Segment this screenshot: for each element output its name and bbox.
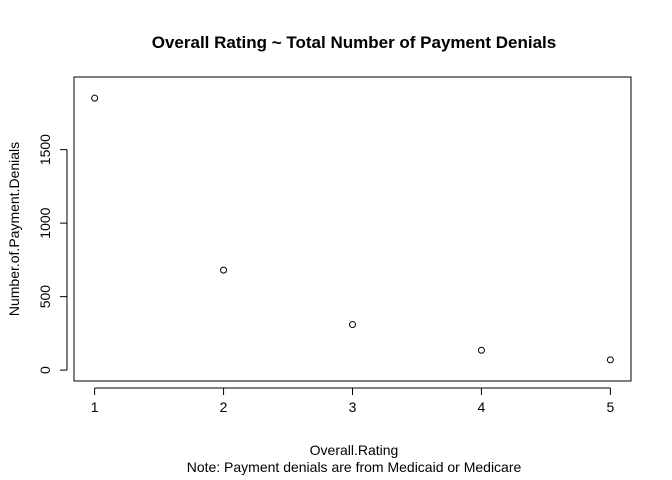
y-tick-label: 1000 xyxy=(37,207,53,238)
y-axis: 0 500 1000 1500 xyxy=(37,134,68,374)
y-tick-label: 0 xyxy=(37,366,53,374)
data-point xyxy=(91,94,99,102)
data-point xyxy=(606,356,614,364)
chart-note: Note: Payment denials are from Medicaid … xyxy=(187,459,522,475)
x-tick-label: 3 xyxy=(349,399,357,415)
x-tick-label: 4 xyxy=(478,399,486,415)
data-point xyxy=(220,266,228,274)
x-tick-label: 1 xyxy=(91,399,99,415)
x-tick-label: 2 xyxy=(220,399,228,415)
x-tick-label: 5 xyxy=(606,399,614,415)
y-tick-label: 500 xyxy=(37,285,53,309)
x-axis: 1 2 3 4 5 xyxy=(91,387,614,415)
plot-frame xyxy=(73,76,632,382)
data-point xyxy=(477,346,485,354)
chart-title: Overall Rating ~ Total Number of Payment… xyxy=(152,33,556,52)
points xyxy=(91,94,614,364)
x-axis-label: Overall.Rating xyxy=(310,442,399,458)
data-point xyxy=(349,321,356,329)
y-axis-label: Number.of.Payment.Denials xyxy=(6,142,22,316)
y-tick-label: 1500 xyxy=(37,134,53,165)
